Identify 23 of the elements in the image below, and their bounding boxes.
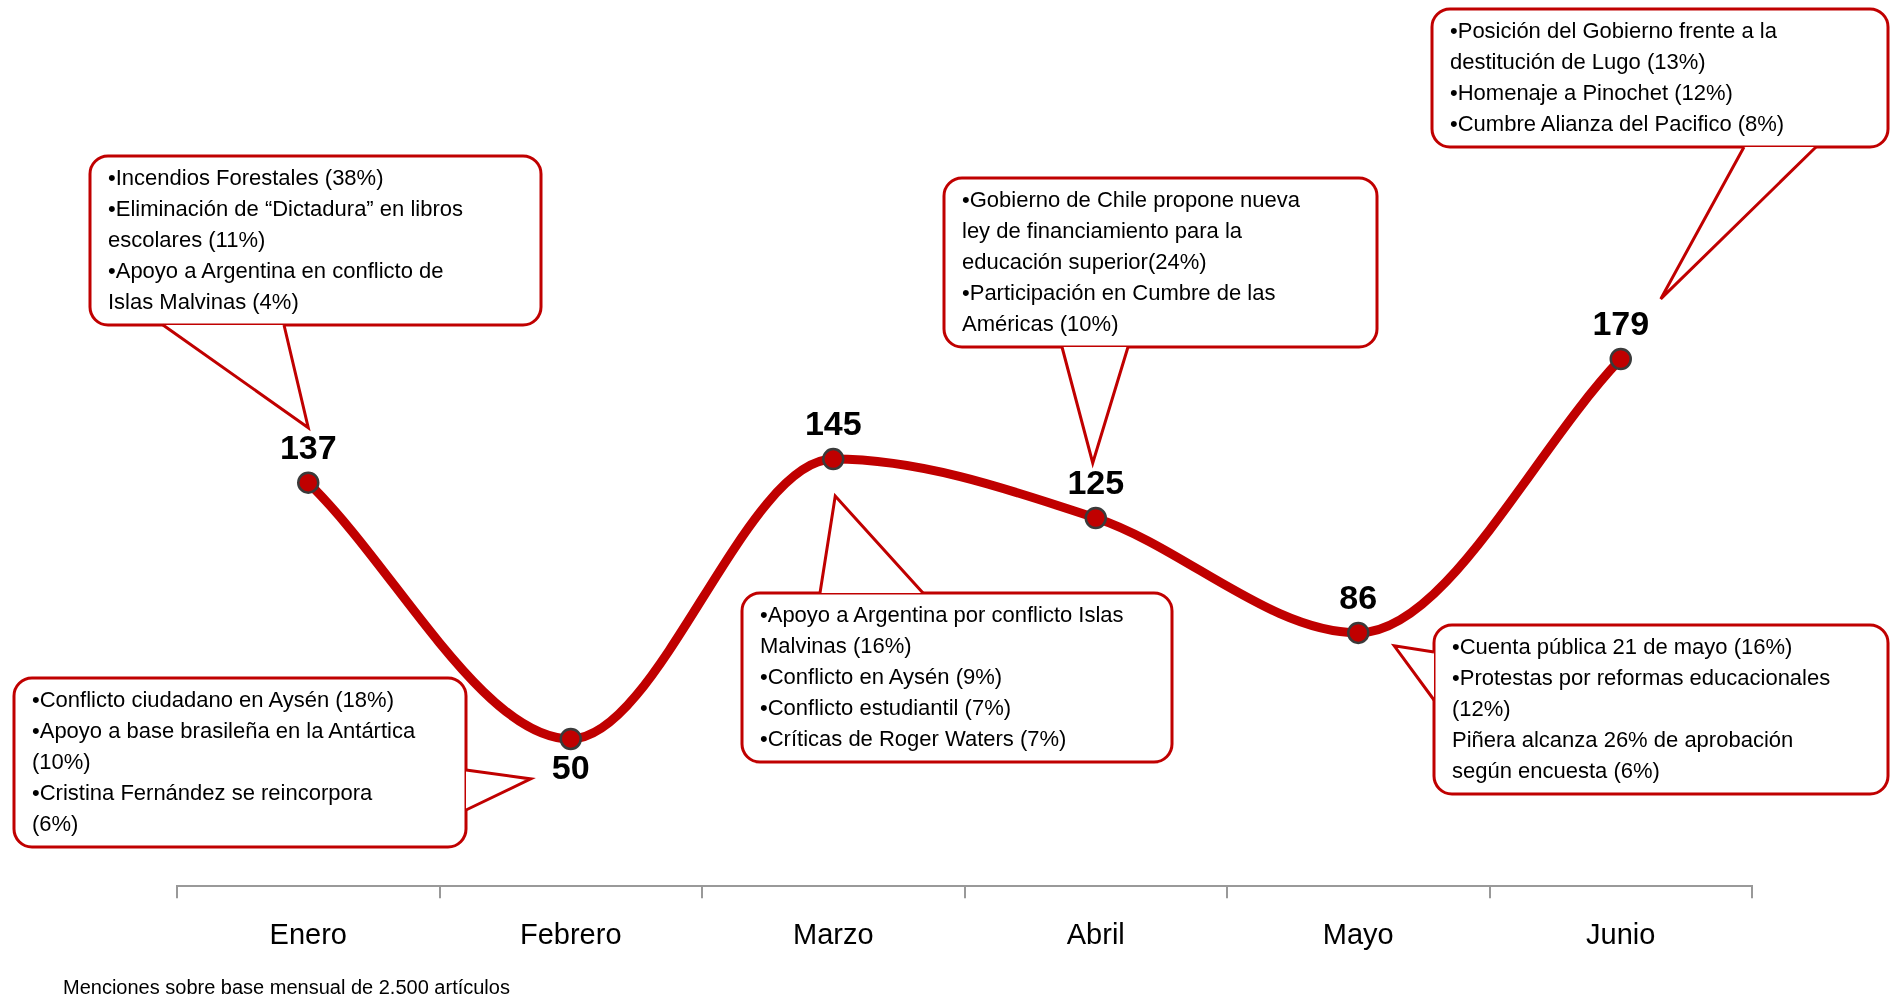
x-tick-label: Abril [1066, 917, 1125, 950]
point [822, 447, 845, 471]
text: •Gobierno de Chile propone nueva ley de financiamiento para la educación superior(24%) •Participación en Cumbre de las Américas (10%) [942, 176, 1379, 349]
point [297, 471, 320, 494]
data-label: 145 [804, 404, 862, 443]
x-tick-label: Enero [269, 917, 347, 950]
data-label: 50 [551, 748, 590, 787]
data-label: 86 [1339, 578, 1378, 617]
point [1609, 347, 1632, 371]
data-label: 137 [279, 428, 337, 467]
x-tick-label: Junio [1586, 917, 1656, 950]
data-label: 125 [1067, 463, 1125, 502]
x-tick-label: Mayo [1322, 917, 1394, 950]
data-label: 179 [1592, 304, 1650, 343]
text: •Posición del Gobierno frente a la destitución de Lugo (13%) •Homenaje a Pinochet (12%) •Cumbre Alianza del Pacifico (8%) [1430, 7, 1890, 149]
point [559, 727, 582, 751]
x-tick-label: Marzo [792, 917, 874, 950]
x-tick-label: Febrero [519, 917, 622, 950]
text: Menciones sobre base mensual de 2.500 artículos [63, 976, 510, 999]
annotation: •Apoyo a Argentina por conflicto Islas Malvinas (16%) •Conflicto en Aysén (9%) •Conflicto estudiantil (7%) •Críticas de Roger Waters (7%) [740, 591, 1174, 764]
point [1084, 506, 1107, 530]
point [1347, 621, 1370, 645]
text: •Incendios Forestales (38%) •Eliminación de “Dictadura” en libros escolares (11%) •Apoyo a Argentina en conflicto de Islas Malvinas (4%) [88, 154, 543, 327]
